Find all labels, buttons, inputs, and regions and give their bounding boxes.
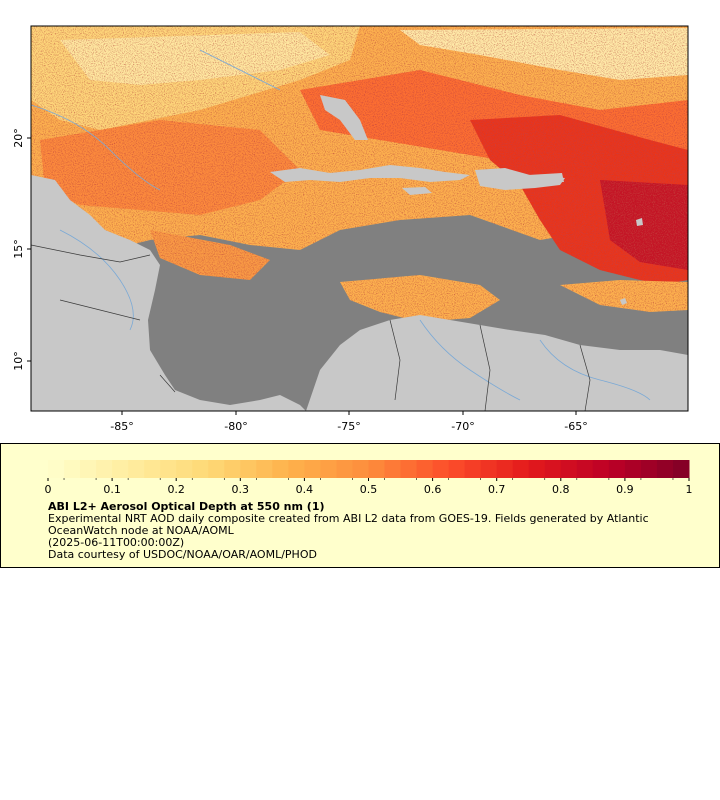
colorbar-tick-label: 0.6: [424, 483, 442, 496]
colorbar-cell: [480, 460, 498, 478]
colorbar-cell: [64, 460, 81, 478]
colorbar-tick-label: 0.2: [167, 483, 185, 496]
colorbar-cell: [368, 460, 386, 478]
colorbar-cell: [272, 460, 289, 478]
colorbar: [48, 460, 690, 478]
colorbar-cell: [656, 460, 674, 478]
colorbar-cell: [512, 460, 530, 478]
colorbar-cell: [128, 460, 145, 478]
colorbar-cell: [464, 460, 482, 478]
aod-map: -85° -80° -75° -70° -65° 20° 15° 10°: [12, 25, 689, 433]
map-area: -85° -80° -75° -70° -65° 20° 15° 10°: [12, 25, 689, 433]
colorbar-cell: [320, 460, 337, 478]
colorbar-cell: [416, 460, 434, 478]
colorbar-cell: [144, 460, 161, 478]
legend-date: (2025-06-11T00:00:00Z): [48, 536, 185, 549]
colorbar-cell: [256, 460, 273, 478]
longitude-ticks: -85° -80° -75° -70° -65°: [110, 411, 588, 433]
colorbar-cell: [160, 460, 177, 478]
colorbar-cell: [560, 460, 578, 478]
legend-title: ABI L2+ Aerosol Optical Depth at 550 nm …: [48, 500, 325, 513]
colorbar-cell: [176, 460, 193, 478]
colorbar-tick-label: 0: [45, 483, 52, 496]
colorbar-cell: [400, 460, 418, 478]
colorbar-cell: [112, 460, 129, 478]
colorbar-cell: [608, 460, 626, 478]
country-borders: [31, 244, 591, 411]
lat-tick-label: 10°: [12, 351, 25, 371]
colorbar-cell: [592, 460, 610, 478]
colorbar-tick-label: 0.7: [488, 483, 506, 496]
colorbar-cell: [240, 460, 257, 478]
land-masses: [31, 95, 688, 411]
lon-tick-label: -65°: [564, 420, 587, 433]
colorbar-cell: [544, 460, 562, 478]
colorbar-cell: [304, 460, 321, 478]
legend-description: Experimental NRT AOD daily composite cre…: [48, 512, 649, 537]
colorbar-cell: [224, 460, 241, 478]
legend-credit: Data courtesy of USDOC/NOAA/OAR/AOML/PHO…: [48, 548, 317, 561]
colorbar-tick-label: 0.9: [616, 483, 634, 496]
map-frame: [30, 25, 689, 412]
colorbar-cell: [80, 460, 97, 478]
latitude-ticks: 20° 15° 10°: [12, 128, 31, 371]
colorbar-cell: [336, 460, 353, 478]
rivers: [31, 49, 651, 401]
colorbar-cell: [352, 460, 369, 478]
colorbar-cell: [192, 460, 209, 478]
colorbar-tick-label: 0.1: [103, 483, 121, 496]
colorbar-ticks: 0 0.1 0.2 0.3 0.4 0.5 0.6 0.7 0.8 0.9 1: [45, 478, 693, 496]
lon-tick-label: -70°: [451, 420, 474, 433]
lat-tick-label: 15°: [12, 239, 25, 259]
lon-tick-label: -80°: [224, 420, 247, 433]
colorbar-cell: [576, 460, 594, 478]
colorbar-cell: [432, 460, 450, 478]
colorbar-tick-label: 0.3: [232, 483, 250, 496]
colorbar-cell: [48, 460, 65, 478]
lat-tick-label: 20°: [12, 128, 25, 148]
lon-tick-label: -85°: [110, 420, 133, 433]
colorbar-cell: [288, 460, 305, 478]
color-scale: 0 0.1 0.2 0.3 0.4 0.5 0.6 0.7 0.8 0.9 1: [45, 460, 693, 496]
colorbar-cell: [96, 460, 113, 478]
lon-tick-label: -75°: [337, 420, 360, 433]
colorbar-cell: [448, 460, 466, 478]
colorbar-cell: [384, 460, 402, 478]
colorbar-tick-label: 0.5: [360, 483, 378, 496]
colorbar-cell: [640, 460, 658, 478]
colorbar-cell: [624, 460, 642, 478]
colorbar-tick-label: 0.4: [296, 483, 314, 496]
colorbar-cell: [208, 460, 225, 478]
colorbar-tick-label: 1: [686, 483, 693, 496]
legend-panel: 0 0.1 0.2 0.3 0.4 0.5 0.6 0.7 0.8 0.9 1 ABI L2+ Ae…: [0, 443, 720, 568]
colorbar-cell: [528, 460, 546, 478]
colorbar-tick-label: 0.8: [552, 483, 570, 496]
colorbar-cell: [496, 460, 514, 478]
colorbar-cell: [672, 460, 690, 478]
